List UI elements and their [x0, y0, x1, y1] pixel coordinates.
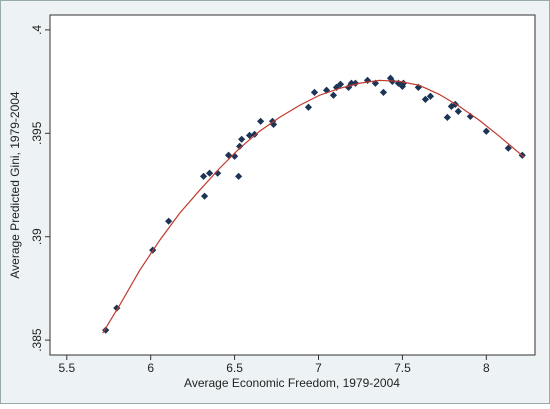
data-point	[214, 169, 222, 177]
fit-line	[102, 79, 525, 334]
x-tick-label: 7	[315, 361, 322, 375]
data-point	[454, 107, 462, 115]
data-point	[504, 144, 512, 152]
y-tick-label: .395	[30, 121, 44, 145]
data-point	[344, 83, 353, 91]
data-point	[165, 217, 173, 225]
data-point	[322, 86, 331, 94]
data-point	[199, 172, 208, 180]
data-point	[379, 88, 388, 96]
x-tick-label: 6	[147, 361, 154, 375]
x-axis-label: Average Economic Freedom, 1979-2004	[184, 376, 400, 390]
data-point	[398, 82, 407, 90]
data-point	[336, 80, 345, 88]
data-point	[386, 74, 395, 82]
data-point	[257, 117, 265, 125]
data-point	[245, 131, 254, 139]
data-point	[236, 142, 244, 150]
data-point	[351, 79, 360, 87]
data-point	[329, 91, 338, 99]
data-point	[200, 192, 209, 200]
y-tick-label: .385	[30, 328, 44, 352]
data-point	[443, 113, 451, 121]
y-tick-label: .4	[30, 25, 44, 35]
data-point	[310, 88, 319, 96]
data-point	[235, 172, 243, 180]
y-axis-label: Average Predicted Gini, 1979-2004	[8, 91, 22, 279]
x-tick-label: 8	[483, 361, 490, 375]
data-point	[250, 130, 259, 138]
data-point	[269, 120, 278, 129]
x-tick-label: 7.5	[394, 361, 411, 375]
data-point	[332, 83, 341, 91]
plot-area	[49, 14, 536, 356]
x-tick-label: 5.5	[58, 361, 75, 375]
data-point	[304, 103, 313, 111]
data-point	[482, 127, 490, 135]
data-point	[421, 95, 430, 103]
data-point	[102, 326, 110, 334]
data-point	[399, 79, 408, 87]
data-point	[238, 135, 246, 143]
data-point	[205, 169, 214, 177]
x-tick-label: 6.5	[226, 361, 243, 375]
y-tick-label: .39	[30, 228, 44, 245]
data-point	[466, 112, 474, 120]
data-point	[371, 79, 380, 87]
data-point	[426, 92, 435, 100]
